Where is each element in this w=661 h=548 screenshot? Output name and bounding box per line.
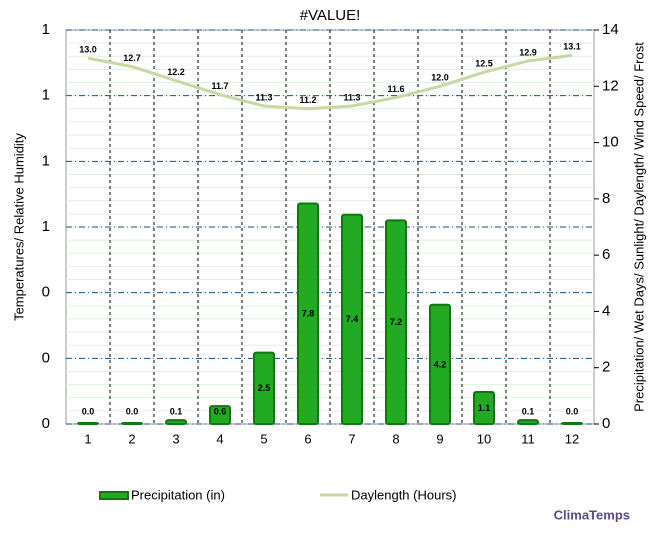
value-label: 7.2 — [390, 317, 403, 327]
bar — [341, 213, 363, 425]
bar — [429, 303, 451, 425]
y-axis-label: Temperatures/ Relative Humidity — [11, 133, 26, 321]
legend-label: Daylength (Hours) — [351, 487, 457, 502]
value-label: 11.3 — [255, 92, 272, 102]
y2-tick-label: 2 — [602, 359, 610, 376]
y2-axis-label: Precipitation/ Wet Days/ Sunlight/ Dayle… — [631, 42, 646, 412]
value-label: 0.1 — [170, 406, 183, 416]
x-tick-label: 5 — [260, 431, 267, 446]
bar — [121, 422, 143, 425]
x-tick-label: 4 — [216, 431, 223, 446]
bar — [473, 391, 495, 425]
x-tick-label: 11 — [521, 431, 535, 446]
value-label: 12.7 — [123, 53, 141, 63]
legend-swatch — [99, 491, 129, 500]
y2-tick-label: 12 — [602, 77, 619, 94]
value-label: 13.1 — [563, 42, 581, 52]
legend-label: Precipitation (in) — [131, 487, 225, 502]
line — [87, 53, 573, 111]
value-label: 13.0 — [79, 45, 97, 55]
y2-tick-label: 10 — [602, 134, 619, 151]
y-tick-label: 1 — [42, 87, 50, 104]
y-tick-label: 0 — [42, 349, 50, 366]
y2-tick-label: 8 — [602, 190, 610, 207]
x-tick-label: 9 — [436, 431, 443, 446]
value-label: 12.2 — [167, 67, 185, 77]
y-tick-label: 1 — [42, 21, 50, 38]
value-label: 0.0 — [126, 406, 139, 416]
bar — [517, 419, 539, 425]
value-label: 11.6 — [387, 84, 404, 94]
y-tick-label: 0 — [42, 284, 50, 301]
y2-tick-label: 0 — [602, 415, 610, 432]
bar — [209, 405, 231, 426]
value-label: 12.5 — [475, 59, 493, 69]
value-label: 11.7 — [211, 81, 228, 91]
y2-tick-label: 4 — [602, 302, 610, 319]
value-label: 11.2 — [299, 95, 316, 105]
bar — [77, 422, 99, 425]
value-label: 1.1 — [478, 403, 491, 413]
value-label: 0.0 — [82, 406, 95, 416]
value-label: 11.3 — [343, 92, 360, 102]
bar — [561, 422, 583, 425]
x-tick-label: 6 — [304, 431, 311, 446]
value-label: 12.9 — [519, 47, 537, 57]
bar — [253, 351, 275, 425]
value-label: 4.2 — [434, 359, 447, 369]
bar — [385, 219, 407, 425]
x-tick-label: 12 — [565, 431, 579, 446]
value-label: 7.4 — [346, 314, 359, 324]
x-tick-label: 3 — [172, 431, 179, 446]
value-label: 0.0 — [566, 406, 579, 416]
x-tick-label: 2 — [128, 431, 135, 446]
x-tick-label: 7 — [348, 431, 355, 446]
y-tick-label: 1 — [42, 218, 50, 235]
chart-title: #VALUE! — [300, 7, 361, 24]
x-tick-label: 8 — [392, 431, 399, 446]
source: ClimaTemps — [554, 507, 630, 522]
bar — [165, 419, 187, 425]
x-tick-label: 1 — [84, 431, 91, 446]
y2-tick-label: 14 — [602, 21, 619, 38]
y-tick-label: 0 — [42, 415, 50, 432]
bar — [297, 202, 319, 425]
value-label: 0.1 — [522, 406, 535, 416]
y-tick-label: 1 — [42, 152, 50, 169]
value-label: 7.8 — [302, 309, 315, 319]
value-label: 12.0 — [431, 73, 449, 83]
value-label: 0.6 — [214, 406, 227, 416]
y2-tick-label: 6 — [602, 246, 610, 263]
x-tick-label: 10 — [477, 431, 491, 446]
value-label: 2.5 — [258, 383, 271, 393]
